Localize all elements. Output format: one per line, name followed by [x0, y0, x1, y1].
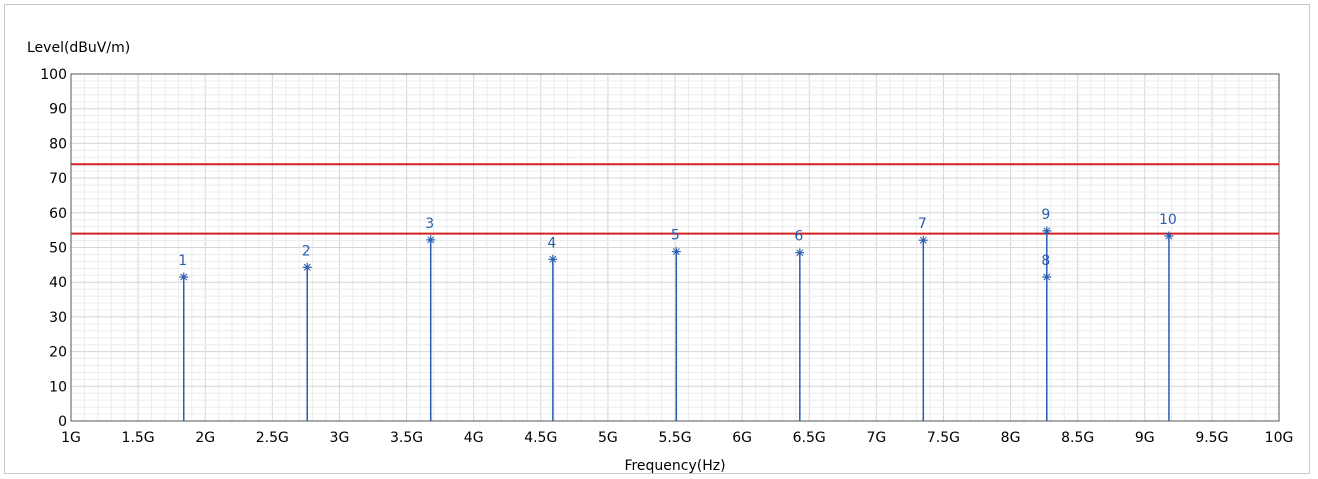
marker-point-d2	[1165, 232, 1173, 240]
marker-point-d2	[796, 249, 804, 257]
x-tick-label: 8G	[1001, 430, 1021, 446]
chart-frame: 1 2 3 4 5 6 7 8 9 10 0 10 20 30 40 50 60 70 80 90 100 1G 1.5…	[4, 4, 1310, 474]
marker-label: 4	[547, 235, 556, 251]
x-tick-label: 1G	[61, 430, 81, 446]
marker-point	[795, 248, 805, 258]
marker-point-d2	[180, 273, 188, 281]
x-tick-label: 8.5G	[1061, 430, 1094, 446]
y-tick-label: 90	[49, 102, 67, 118]
marker-point	[671, 247, 681, 257]
x-tick-label: 7.5G	[927, 430, 960, 446]
marker-point-d2	[919, 236, 927, 244]
x-tick-label: 9G	[1135, 430, 1155, 446]
x-tick-label: 2.5G	[256, 430, 289, 446]
y-axis-ticks: 0 10 20 30 40 50 60 70 80 90 100	[40, 67, 67, 430]
y-tick-label: 60	[49, 206, 67, 222]
x-tick-label: 1.5G	[122, 430, 155, 446]
y-axis-label: Level(dBuV/m)	[27, 40, 130, 56]
x-tick-label: 10G	[1265, 430, 1294, 446]
x-tick-label: 6G	[732, 430, 752, 446]
marker-label: 2	[302, 243, 311, 259]
x-axis-label: Frequency(Hz)	[624, 458, 725, 474]
y-tick-label: 80	[49, 136, 67, 152]
y-tick-label: 50	[49, 241, 67, 257]
x-tick-label: 5G	[598, 430, 618, 446]
marker-label: 8	[1041, 253, 1050, 269]
marker-point-d2	[672, 248, 680, 256]
emission-chart: 1 2 3 4 5 6 7 8 9 10 0 10 20 30 40 50 60 70 80 90 100 1G 1.5…	[27, 40, 1293, 474]
y-tick-label: 70	[49, 171, 67, 187]
marker-point	[302, 262, 312, 272]
x-tick-label: 6.5G	[793, 430, 826, 446]
y-tick-label: 20	[49, 345, 67, 361]
y-tick-label: 10	[49, 379, 67, 395]
marker-label: 9	[1041, 207, 1050, 223]
marker-label: 10	[1159, 212, 1177, 228]
marker-point-d2	[427, 236, 435, 244]
y-tick-label: 100	[40, 67, 67, 83]
marker-label: 5	[671, 228, 680, 244]
marker-point-d2	[303, 263, 311, 271]
marker-point	[1164, 231, 1174, 241]
x-tick-label: 4.5G	[524, 430, 557, 446]
x-axis-ticks: 1G 1.5G 2G 2.5G 3G 3.5G 4G 4.5G 5G 5.5G 6G 6.5G 7G 7.…	[61, 430, 1293, 446]
markers: 1 2 3 4 5 6 7 8 9 10	[178, 207, 1177, 421]
marker-point-d2	[549, 255, 557, 263]
marker-point-d2	[1043, 227, 1051, 235]
x-tick-label: 4G	[464, 430, 484, 446]
x-tick-label: 3.5G	[390, 430, 423, 446]
y-tick-label: 0	[58, 414, 67, 430]
marker-label: 3	[425, 216, 434, 232]
plot-area	[70, 73, 1280, 422]
marker-label: 7	[918, 216, 927, 232]
x-tick-label: 7G	[866, 430, 886, 446]
marker-point	[548, 254, 558, 264]
x-tick-label: 9.5G	[1195, 430, 1228, 446]
grid	[70, 73, 1280, 422]
x-tick-label: 2G	[195, 430, 215, 446]
marker-point	[918, 235, 928, 245]
y-tick-label: 30	[49, 310, 67, 326]
marker-label: 6	[794, 229, 803, 245]
x-tick-label: 5.5G	[658, 430, 691, 446]
x-tick-label: 3G	[330, 430, 350, 446]
marker-label: 1	[178, 253, 187, 269]
y-tick-label: 40	[49, 275, 67, 291]
limit-lines	[71, 163, 1279, 235]
marker-point	[1042, 226, 1052, 236]
marker-point	[426, 235, 436, 245]
marker-point	[179, 272, 189, 282]
